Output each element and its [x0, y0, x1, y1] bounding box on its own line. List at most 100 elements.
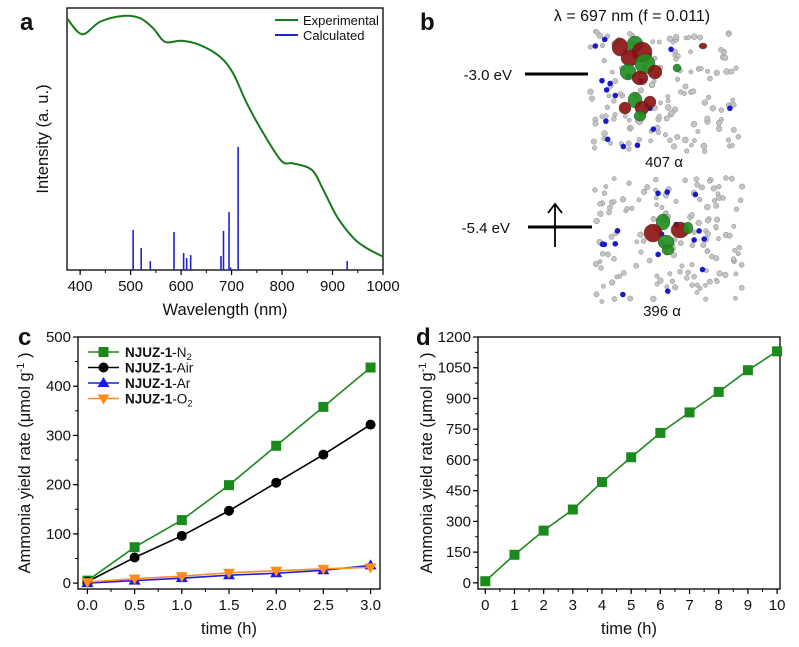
nitrogen-atom [701, 236, 707, 242]
orbital-396-molecule-image [592, 175, 746, 304]
data-point-square [509, 549, 520, 560]
carbon-atom [619, 196, 627, 203]
data-point-square [772, 346, 783, 357]
carbon-atom [599, 250, 606, 257]
carbon-atom [733, 206, 740, 212]
y-tick-label: 300 [446, 513, 471, 530]
y-axis-title: Intensity (a. u.) [34, 84, 52, 193]
carbon-atom [710, 185, 717, 192]
plot-frame [66, 7, 384, 271]
carbon-atom [698, 66, 704, 72]
carbon-atom [678, 89, 684, 95]
x-tick-label: 1.0 [171, 597, 192, 614]
carbon-atom [682, 177, 688, 184]
carbon-atom [675, 76, 681, 82]
carbon-atom [706, 94, 712, 100]
orbital-lobe [647, 64, 663, 80]
nitrogen-atom [699, 266, 706, 273]
carbon-atom [726, 31, 732, 38]
carbon-atom [668, 109, 675, 117]
carbon-atom [606, 93, 612, 99]
panel-label-a: a [20, 9, 34, 36]
data-point-circle [224, 505, 234, 516]
carbon-atom [638, 249, 644, 255]
carbon-atom [689, 242, 696, 249]
nitrogen-atom [727, 105, 733, 112]
plot-frame [77, 336, 381, 590]
y-axis-title-end: ) [418, 352, 436, 362]
chart-d-ammonia-yield-long-term: 0 1 2 3 4 5 6 7 8 9 10 0 150 300 450 600 750 900 1050 1200 t… [417, 329, 785, 638]
carbon-atom [715, 125, 723, 132]
carbon-atom [601, 58, 607, 64]
carbon-atom [655, 129, 662, 136]
carbon-atom [691, 273, 697, 280]
carbon-atom [633, 262, 640, 269]
legend-label-text: -Air [172, 361, 193, 376]
carbon-atom [665, 104, 672, 111]
orbital-lobe [631, 70, 649, 86]
carbon-atom [611, 176, 617, 181]
panel-b-orbital-diagram: λ = 697 nm (f = 0.011) -3.0 eV -5.4 eV 4… [462, 8, 746, 320]
data-point-triangle-down [364, 563, 377, 574]
panel-label-b: b [420, 9, 435, 36]
carbon-atom [707, 75, 713, 82]
x-tick-label: 700 [219, 278, 244, 295]
carbon-atom [599, 114, 605, 119]
carbon-atom [699, 184, 705, 191]
carbon-atom [659, 204, 665, 210]
carbon-atom [739, 183, 746, 190]
carbon-atom [715, 119, 723, 127]
x-tick-label: 600 [169, 278, 194, 295]
carbon-atom [657, 277, 664, 284]
upper-energy-label: -3.0 eV [464, 67, 512, 84]
carbon-atom [672, 284, 679, 291]
carbon-atom [697, 34, 704, 41]
orbital-lobe [682, 221, 694, 235]
data-point-square [742, 365, 753, 376]
data-point-square [480, 576, 491, 587]
carbon-atom [737, 197, 744, 204]
carbon-atom [623, 113, 628, 119]
x-tick-label: 0 [481, 597, 489, 614]
carbon-atom [711, 198, 717, 203]
carbon-atom [704, 217, 711, 224]
data-point-square [224, 480, 234, 491]
x-tick-label: 1 [510, 597, 518, 614]
legend-label-text: -O [172, 392, 187, 407]
nitrogen-atom [612, 240, 619, 247]
carbon-atom [592, 120, 599, 127]
x-axis-title: time (h) [201, 620, 257, 638]
carbon-atom [627, 295, 634, 302]
data-point-square [597, 477, 608, 488]
data-point-triangle-down [81, 578, 94, 589]
carbon-atom [694, 290, 700, 295]
carbon-atom [704, 248, 710, 255]
carbon-atom [665, 98, 671, 104]
carbon-atom [689, 262, 695, 268]
carbon-atom [644, 184, 651, 191]
data-point-square [538, 525, 549, 536]
y-tick-label: 200 [46, 477, 71, 494]
carbon-atom [658, 100, 663, 106]
carbon-atom [704, 230, 711, 237]
x-tick-label: 3.0 [360, 597, 381, 614]
nitrogen-atom [634, 142, 641, 149]
legend-marker-triangle-up [97, 377, 110, 387]
carbon-atom [597, 259, 603, 264]
data-point-square [567, 504, 578, 515]
carbon-atom [618, 91, 624, 97]
nitrogen-atom [664, 189, 671, 195]
carbon-atom [626, 117, 632, 123]
y-axis-title: Ammonia yield rate (μmol g-1 ) [417, 352, 436, 573]
data-point-triangle-down [128, 574, 141, 585]
carbon-atom [693, 176, 700, 182]
carbon-atom [637, 87, 644, 94]
nitrogen-atom [603, 87, 610, 93]
carbon-atom [730, 127, 737, 133]
x-tick-label: 1000 [366, 278, 399, 295]
nitrogen-atom [696, 228, 702, 234]
carbon-atom [592, 145, 598, 151]
carbon-atom [673, 198, 679, 204]
carbon-atom [726, 232, 733, 239]
upper-orbital-label: 407 α [645, 154, 683, 171]
